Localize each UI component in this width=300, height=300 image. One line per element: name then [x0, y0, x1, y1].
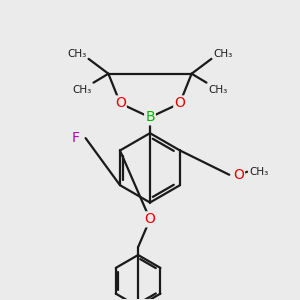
Text: CH₃: CH₃	[67, 49, 87, 59]
Text: O: O	[233, 168, 244, 182]
Text: B: B	[145, 110, 155, 124]
Text: CH₃: CH₃	[213, 49, 233, 59]
Text: O: O	[174, 96, 185, 110]
Text: F: F	[72, 131, 80, 145]
Text: CH₃: CH₃	[249, 167, 268, 177]
Text: O: O	[145, 212, 155, 226]
Text: CH₃: CH₃	[72, 85, 92, 94]
Text: O: O	[115, 96, 126, 110]
Text: CH₃: CH₃	[208, 85, 228, 94]
